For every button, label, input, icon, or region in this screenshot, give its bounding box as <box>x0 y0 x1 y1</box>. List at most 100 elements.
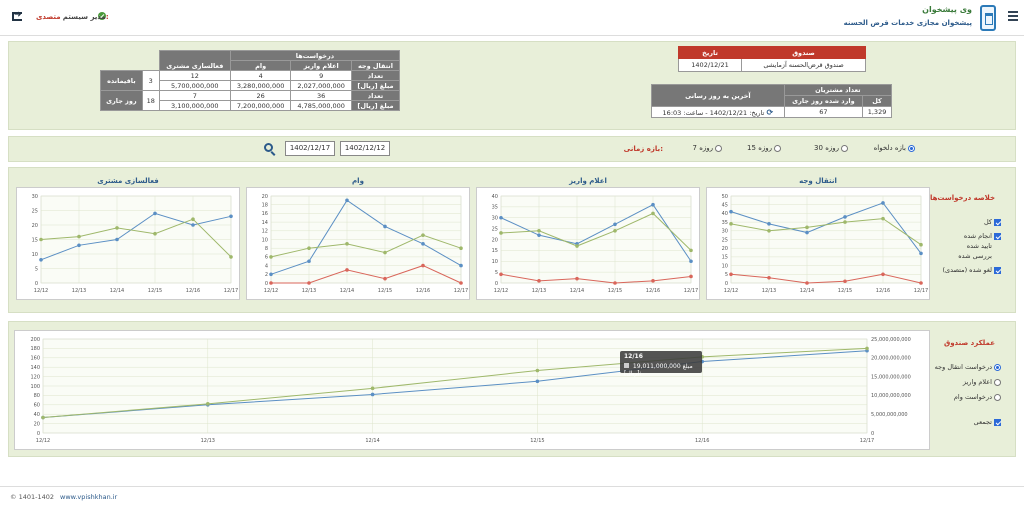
data-point-blue <box>39 258 43 262</box>
y-tick-label: 15 <box>722 255 728 261</box>
series-line-red <box>730 273 922 284</box>
refresh-icon[interactable]: ⟳ <box>766 107 774 117</box>
data-point-blue <box>383 224 387 229</box>
date-from-input[interactable]: 1402/12/12 <box>340 141 390 156</box>
footer-site-link[interactable]: www.vpishkhan.ir <box>60 493 118 501</box>
check-done[interactable]: انجام شده <box>964 232 1001 240</box>
today-activity: 18 <box>141 90 160 111</box>
y-tick-label: 5 <box>35 266 38 272</box>
fund-date: 1402/12/21 <box>677 58 743 72</box>
check-all-label: کل <box>983 218 992 226</box>
chart-loan: 0 2 4 6 8 10 12 14 16 18 20 12/12 12/13 12/14 12/15 12/… <box>246 187 470 300</box>
data-point-blue <box>421 242 425 246</box>
y2-tick-label: 10,000,000,000 <box>871 393 911 399</box>
y-tick-label: 20 <box>722 246 728 252</box>
radio-30[interactable]: 30 روزه <box>814 144 848 152</box>
data-point-green <box>307 246 311 250</box>
data-point-blue <box>881 201 885 205</box>
data-point-blue <box>115 237 119 242</box>
radio-custom-circle[interactable] <box>908 144 915 152</box>
x-tick-label: 12/17 <box>684 288 698 294</box>
data-point-red <box>767 275 771 280</box>
check-all[interactable]: کل <box>984 218 1001 226</box>
data-point-green <box>191 217 195 221</box>
col-activity: فعالسازی مشتری <box>158 50 231 71</box>
radio-7[interactable]: 7 روزه <box>693 144 722 152</box>
y-tick-label: 40 <box>34 412 40 418</box>
y-tick-label: 15 <box>492 248 498 254</box>
y-tick-label: 16 <box>262 211 268 217</box>
chart-tooltip: 12/16 19,011,000,000 مبلغ [ریال]: <box>620 351 702 377</box>
today-transfer-count: 36 <box>290 90 352 101</box>
label-approved: تایید شده <box>967 242 992 250</box>
data-point-red <box>345 268 349 272</box>
tooltip-swatch <box>624 363 629 368</box>
col-deposit: اعلام واریز <box>290 60 352 71</box>
period-panel: بازه زمانی: 7 روزه 15 روزه 30 روزه بازه … <box>8 136 1016 162</box>
fund-table: تاریخ صندوق 1402/12/21 صندوق قرض‌الحسنه … <box>677 46 866 72</box>
y-tick-label: 20 <box>32 223 38 229</box>
data-point-red <box>499 272 503 277</box>
data-point-green <box>229 255 233 259</box>
data-point-blue <box>459 263 463 268</box>
opt-loan-radio[interactable] <box>994 393 1001 401</box>
check-cancelled[interactable]: لغو شده (متصدی) <box>942 266 1001 274</box>
chart-title-deposit: اعلام واریز <box>569 177 607 185</box>
data-point-blue <box>651 202 655 207</box>
opt-transfer-radio[interactable] <box>994 363 1001 371</box>
data-point-green <box>767 229 771 233</box>
search-icon[interactable] <box>264 143 273 152</box>
opt-deposit-label: اعلام واریز <box>962 378 992 386</box>
data-point-blue <box>499 215 503 220</box>
radio-30-circle[interactable] <box>841 144 848 152</box>
y-tick-label: 180 <box>30 346 40 352</box>
x-tick-label: 12/15 <box>148 288 162 294</box>
chart-title-transfer: انتقال وجه <box>799 177 837 185</box>
check-done-box[interactable] <box>994 232 1001 240</box>
date-to-input[interactable]: 1402/12/17 <box>285 141 335 156</box>
data-point-red <box>881 272 885 277</box>
menu-icon[interactable] <box>1008 11 1018 21</box>
chart-loan-svg: 0 2 4 6 8 10 12 14 16 18 20 12/12 12/13 12/14 12/15 12/… <box>262 194 469 294</box>
x-tick-label: 12/16 <box>416 288 430 294</box>
x-tick-label: 12/15 <box>838 288 852 294</box>
x-tick-label: 12/13 <box>72 288 86 294</box>
y-tick-label: 35 <box>492 205 498 211</box>
radio-15-circle[interactable] <box>774 144 781 152</box>
radio-15[interactable]: 15 روزه <box>747 144 781 152</box>
data-point-green <box>77 234 81 239</box>
data-point-green <box>383 250 387 255</box>
logout-icon[interactable] <box>12 10 22 21</box>
series-line-blue <box>270 199 462 275</box>
data-point-blue <box>345 198 349 203</box>
y-tick-label: 50 <box>722 194 728 200</box>
period-label: بازه زمانی: <box>623 145 663 153</box>
opt-transfer[interactable]: درخواست انتقال وجه <box>935 363 1001 371</box>
check-all-box[interactable] <box>994 218 1001 226</box>
y-tick-label: 2 <box>265 272 268 278</box>
y-tick-label: 40 <box>722 211 728 217</box>
radio-custom[interactable]: بازه دلخواه <box>874 144 915 152</box>
data-point-blue <box>729 209 733 214</box>
chart-performance: 0 20 40 60 80 100 120 140 160 180 200 12/12 12/13 12/… <box>14 330 930 450</box>
check-cancelled-box[interactable] <box>994 266 1001 274</box>
data-point-red <box>651 279 655 283</box>
chart-deposit: 0 5 10 15 20 25 30 35 40 12/12 12/13 12/14 12/15 12/1… <box>476 187 700 300</box>
data-point-red <box>729 272 733 277</box>
radio-7-circle[interactable] <box>715 144 722 152</box>
check-cumulative[interactable]: تجمعی <box>974 418 1001 426</box>
cumulative-box[interactable] <box>994 418 1001 426</box>
opt-deposit[interactable]: اعلام واریز <box>963 378 1001 386</box>
opt-deposit-radio[interactable] <box>994 378 1001 386</box>
today-transfer-amount: 4,785,000,000 <box>290 100 352 111</box>
data-point-green <box>459 246 463 250</box>
y2-tick-label: 15,000,000,000 <box>871 374 911 380</box>
x-tick-label: 12/17 <box>860 438 874 444</box>
app-subtitle: پیشخوان مجازی خدمات قرض الحسنه <box>843 19 972 27</box>
data-point-blue <box>153 211 157 216</box>
user-info: مدیر سیستم متصدی: <box>36 13 109 21</box>
opt-loan[interactable]: درخواست وام <box>954 393 1001 401</box>
data-point-red <box>805 281 809 285</box>
y-tick-label: 10 <box>722 263 728 269</box>
data-point-green <box>865 346 869 351</box>
